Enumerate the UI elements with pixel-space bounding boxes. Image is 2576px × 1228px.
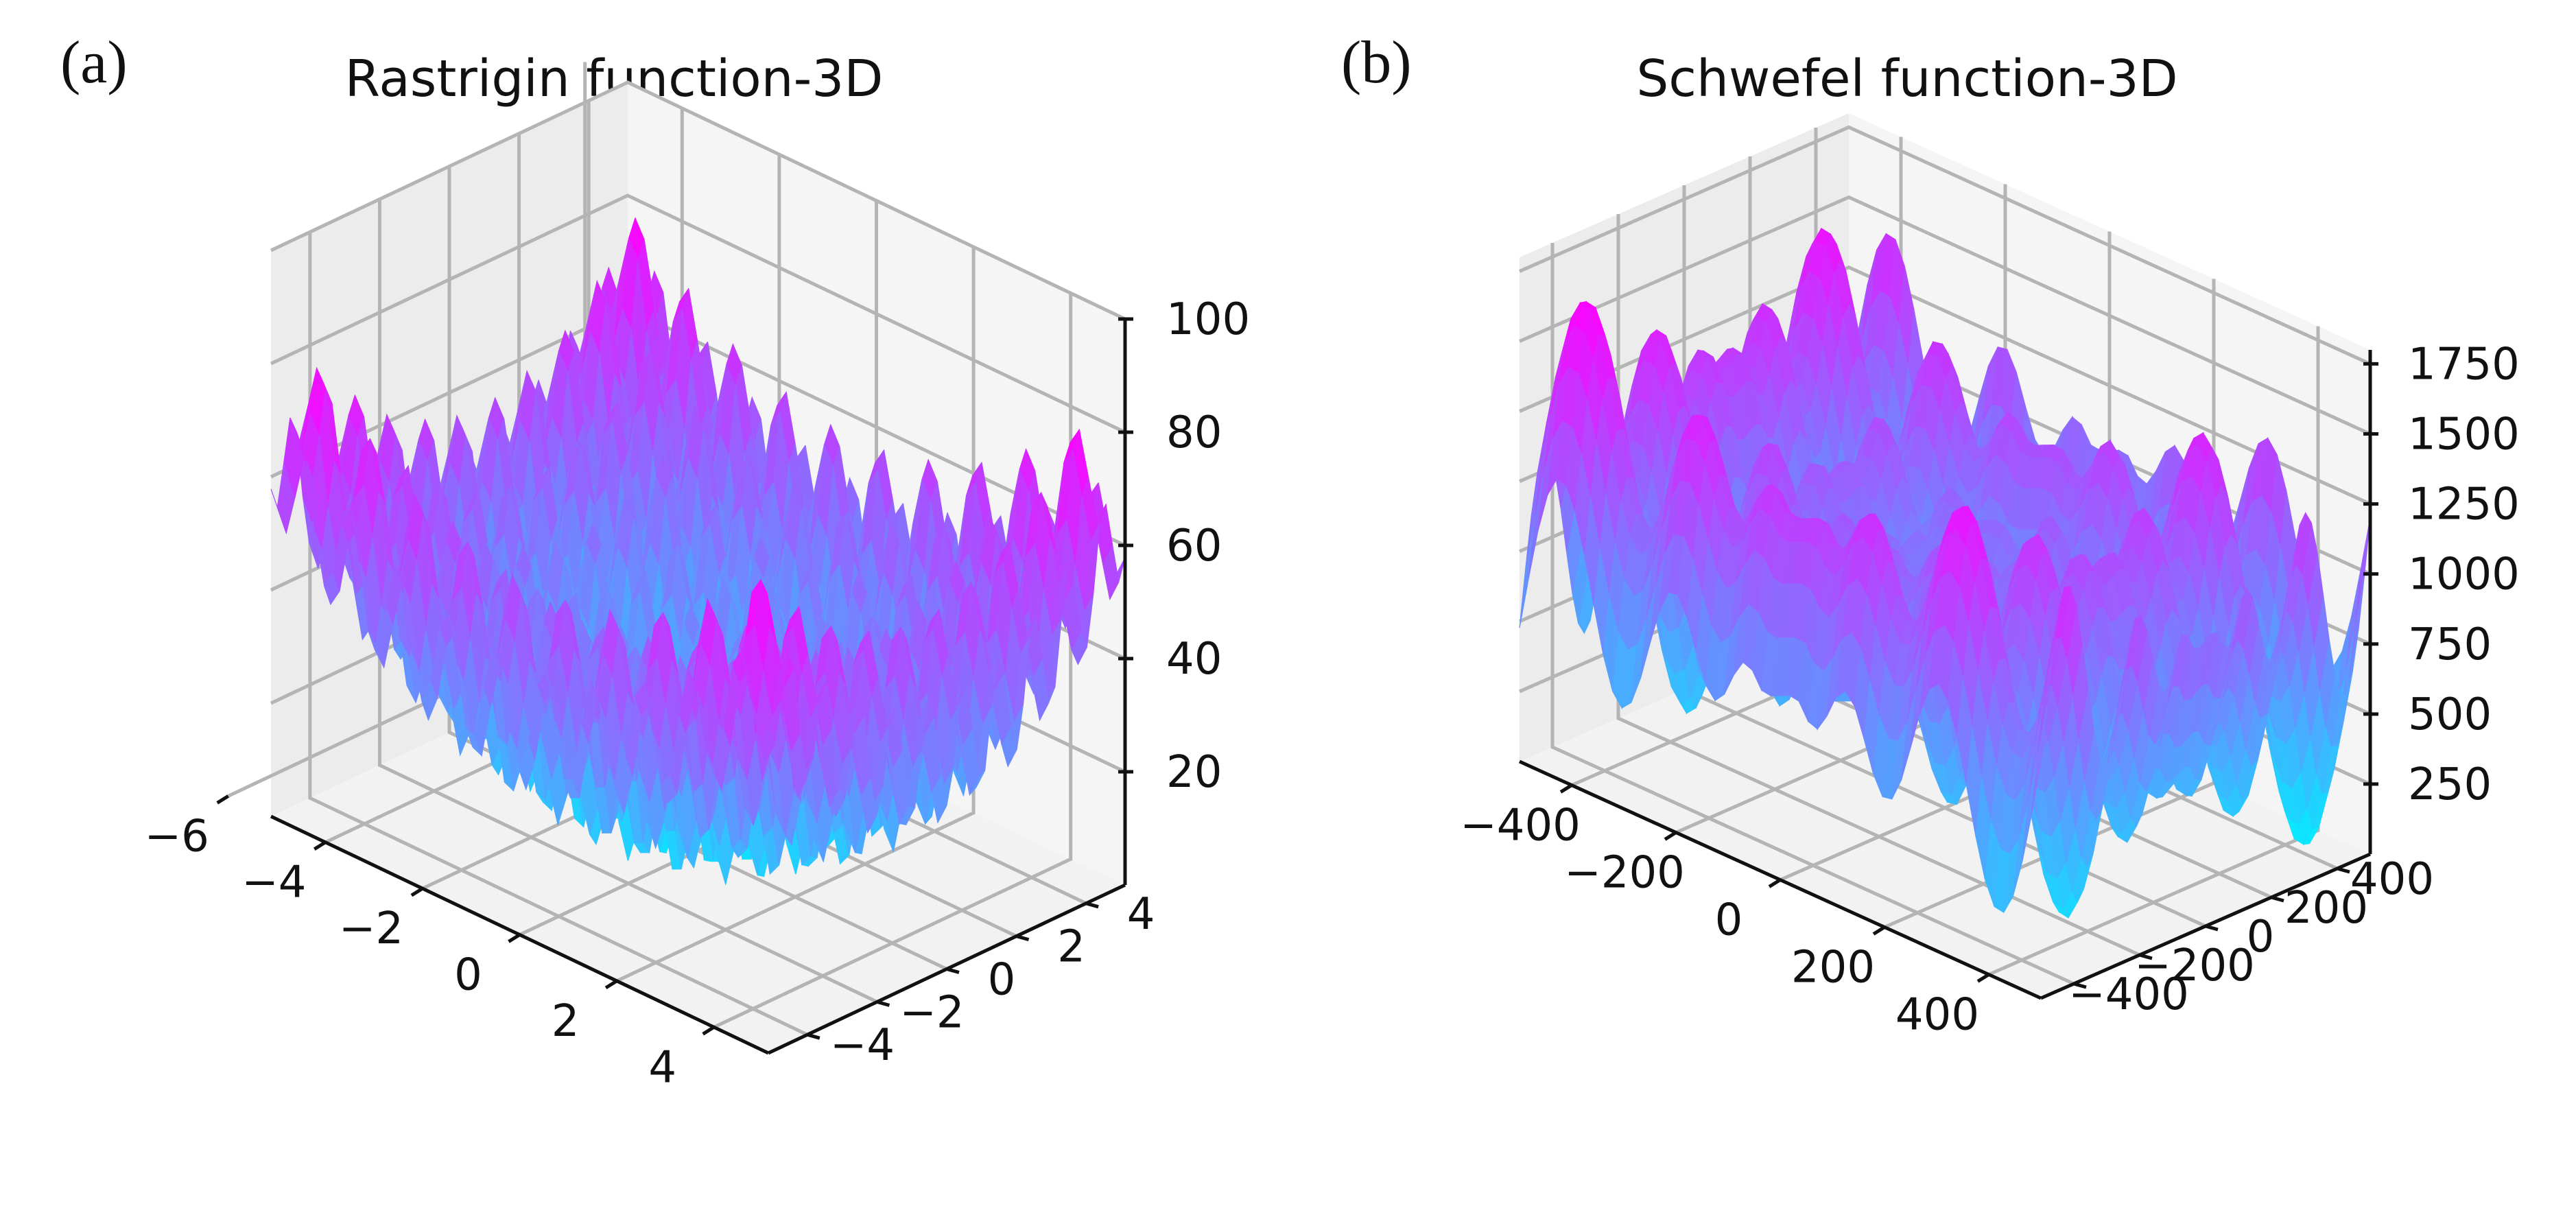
chart-title-b: Schwefel function-3D (1636, 49, 2177, 108)
y-tick (807, 1032, 820, 1040)
x-tick-label: 0 (454, 950, 482, 1001)
x-tick (410, 886, 424, 897)
z-tick-label: 80 (1166, 408, 1222, 458)
y-tick-label: 0 (988, 955, 1016, 1006)
y-tick (876, 1000, 890, 1007)
panel-schwefel: (b) Schwefel function-3D −400−2000200400… (1341, 29, 2520, 1041)
surface-a (270, 217, 1126, 886)
x-tick (702, 1026, 716, 1036)
z-tick-label: 20 (1166, 747, 1222, 798)
x-tick (216, 794, 230, 805)
y-tick-label: 2 (1057, 922, 1085, 973)
z-tick-label: 40 (1166, 634, 1222, 685)
x-tick-label: −6 (145, 811, 209, 862)
x-tick-label: −2 (339, 904, 403, 954)
z-tick-label: 100 (1166, 294, 1250, 345)
y-tick (1015, 934, 1030, 942)
x-tick-label: −4 (241, 858, 306, 908)
y-tick (946, 967, 960, 974)
grid-line-y (377, 199, 878, 1004)
grid-line-z (270, 193, 1126, 434)
y-tick (1085, 901, 1099, 909)
y-tick-label: 4 (1127, 889, 1155, 940)
y-tick-label: −4 (830, 1020, 895, 1071)
grid-line-y (447, 166, 948, 971)
grid-a (227, 62, 1126, 1037)
x-tick (604, 979, 618, 990)
panel-label-b: (b) (1341, 29, 1412, 96)
x-tick (313, 840, 327, 851)
grid-line-x (616, 246, 976, 983)
x-tick-label: 2 (552, 996, 580, 1047)
grid-line-z (270, 80, 1126, 321)
y-tick-label: −2 (899, 987, 964, 1038)
x-tick (508, 933, 521, 943)
z-tick-label: 60 (1166, 521, 1222, 571)
panel-label-a: (a) (60, 29, 128, 96)
x-tick-label: 4 (648, 1042, 676, 1093)
